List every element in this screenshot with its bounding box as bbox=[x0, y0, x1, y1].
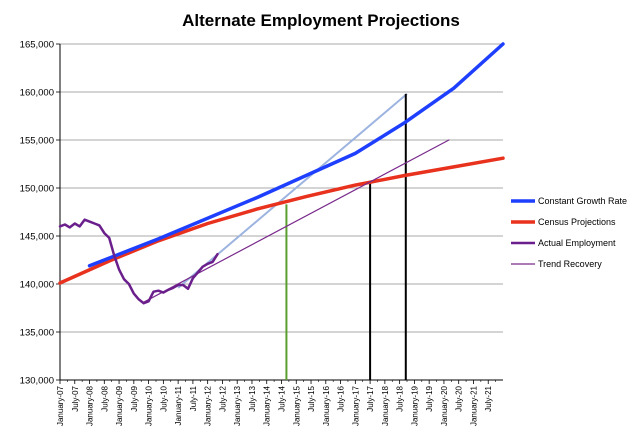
y-axis: 130,000 135,000 140,000 145,000 150,000 155,0… bbox=[20, 40, 61, 387]
x-tick-label: January-15 bbox=[292, 385, 301, 426]
x-tick-label: July-16 bbox=[337, 385, 346, 411]
legend-label: Trend Recovery bbox=[538, 259, 602, 269]
x-tick-label: January-18 bbox=[381, 385, 390, 426]
x-tick-label: January-08 bbox=[86, 385, 95, 426]
x-tick-label: July-14 bbox=[278, 385, 287, 411]
x-tick-label: July-21 bbox=[484, 385, 493, 411]
y-tick-label: 160,000 bbox=[20, 88, 54, 99]
x-tick-label: January-10 bbox=[145, 385, 154, 426]
legend: Constant Growth Rate Census Projections Ac… bbox=[511, 196, 627, 269]
x-tick-label: July-11 bbox=[189, 385, 198, 411]
y-tick-label: 140,000 bbox=[20, 280, 54, 291]
x-tick-label: January-17 bbox=[351, 385, 360, 426]
x-axis: January-07 July-07 January-08 July-08 Januar… bbox=[56, 379, 503, 426]
x-tick-label: July-15 bbox=[307, 385, 316, 411]
x-tick-label: January-16 bbox=[322, 385, 331, 426]
y-tick-label: 150,000 bbox=[20, 184, 54, 195]
x-tick-label: July-09 bbox=[130, 385, 139, 411]
x-tick-label: January-12 bbox=[204, 385, 213, 426]
x-tick-label: July-17 bbox=[366, 385, 375, 411]
x-tick-label: July-12 bbox=[218, 385, 227, 411]
x-tick-label: January-14 bbox=[263, 385, 272, 426]
plot-area bbox=[58, 42, 505, 380]
x-tick-label: July-18 bbox=[396, 385, 405, 411]
x-tick-label: July-08 bbox=[100, 385, 109, 411]
y-tick-label: 155,000 bbox=[20, 136, 54, 147]
series-line-census-projections bbox=[58, 156, 505, 285]
legend-label: Constant Growth Rate bbox=[538, 196, 627, 206]
legend-label: Actual Employment bbox=[538, 238, 616, 248]
x-tick-label: July-19 bbox=[425, 385, 434, 411]
x-tick-label: July-20 bbox=[455, 385, 464, 411]
y-tick-label: 165,000 bbox=[20, 40, 54, 51]
y-tick-label: 135,000 bbox=[20, 328, 54, 339]
series-line-actual-employment bbox=[58, 218, 219, 305]
x-tick-label: January-19 bbox=[410, 385, 419, 426]
legend-label: Census Projections bbox=[538, 217, 616, 227]
chart-title: Alternate Employment Projections bbox=[182, 11, 460, 30]
x-tick-label: January-21 bbox=[469, 385, 478, 426]
x-tick-label: January-13 bbox=[233, 385, 242, 426]
x-tick-label: January-11 bbox=[174, 385, 183, 425]
x-tick-label: July-07 bbox=[71, 385, 80, 411]
x-tick-label: July-13 bbox=[248, 385, 257, 411]
series-line-constant-growth-rate bbox=[87, 42, 505, 268]
y-tick-label: 145,000 bbox=[20, 232, 54, 243]
x-tick-label: January-09 bbox=[115, 385, 124, 426]
x-tick-label: January-20 bbox=[440, 385, 449, 426]
y-tick-label: 130,000 bbox=[20, 376, 54, 387]
x-tick-label: July-10 bbox=[159, 385, 168, 411]
x-tick-label: January-07 bbox=[56, 385, 65, 426]
